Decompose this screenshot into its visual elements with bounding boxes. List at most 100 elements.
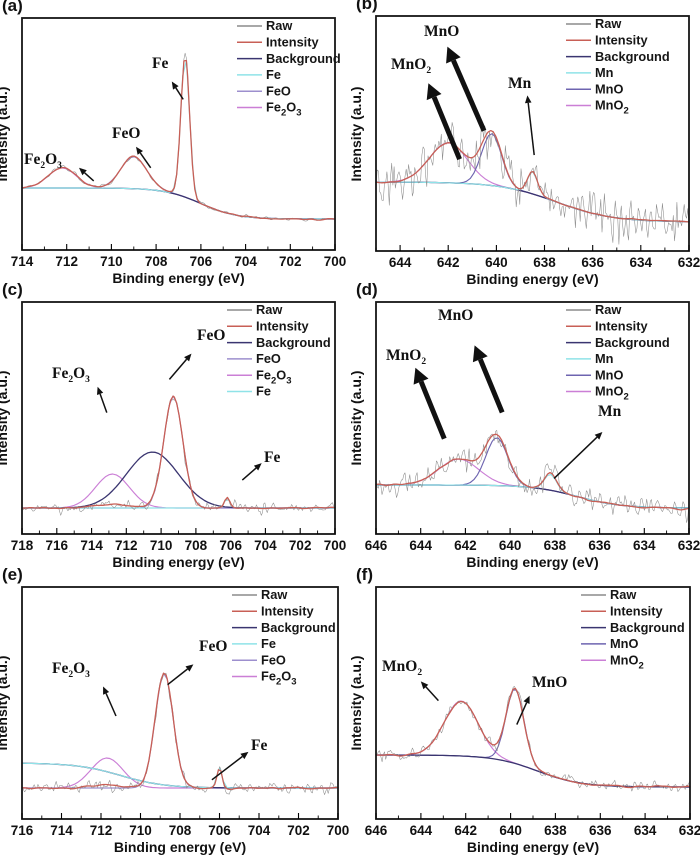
svg-text:636: 636 — [588, 538, 611, 553]
svg-text:Raw: Raw — [595, 302, 621, 317]
svg-text:704: 704 — [248, 823, 271, 838]
svg-text:MnO2: MnO2 — [595, 384, 629, 403]
svg-text:Fe: Fe — [261, 636, 276, 651]
svg-text:710: 710 — [100, 254, 123, 269]
svg-text:Raw: Raw — [610, 587, 636, 602]
svg-text:FeO: FeO — [199, 638, 227, 655]
svg-text:716: 716 — [46, 538, 69, 553]
svg-text:FeO: FeO — [112, 125, 140, 142]
svg-text:Fe: Fe — [266, 67, 281, 82]
svg-text:Raw: Raw — [266, 18, 292, 33]
svg-text:634: 634 — [630, 255, 653, 270]
svg-text:Raw: Raw — [256, 302, 282, 317]
svg-text:FeO: FeO — [197, 327, 225, 344]
svg-text:Background: Background — [595, 49, 670, 64]
svg-text:Mn: Mn — [595, 351, 614, 366]
svg-text:Fe: Fe — [152, 55, 168, 72]
svg-text:700: 700 — [324, 254, 347, 269]
svg-text:Raw: Raw — [595, 16, 621, 31]
svg-text:Background: Background — [610, 620, 685, 635]
svg-text:644: 644 — [409, 538, 432, 553]
svg-text:636: 636 — [581, 255, 604, 270]
svg-text:710: 710 — [129, 823, 152, 838]
svg-text:634: 634 — [634, 823, 657, 838]
svg-text:708: 708 — [185, 538, 208, 553]
svg-text:Mn: Mn — [508, 75, 532, 92]
svg-text:642: 642 — [437, 255, 460, 270]
svg-text:702: 702 — [289, 538, 312, 553]
svg-text:646: 646 — [365, 538, 388, 553]
svg-text:700: 700 — [324, 538, 347, 553]
svg-text:MnO: MnO — [595, 81, 623, 96]
svg-text:MnO: MnO — [424, 23, 459, 40]
svg-text:716: 716 — [11, 823, 34, 838]
svg-text:638: 638 — [544, 538, 567, 553]
svg-text:708: 708 — [145, 254, 168, 269]
svg-text:714: 714 — [50, 823, 73, 838]
svg-text:642: 642 — [454, 538, 477, 553]
svg-text:718: 718 — [11, 538, 34, 553]
svg-text:632: 632 — [679, 823, 700, 838]
svg-text:Fe: Fe — [256, 384, 271, 399]
svg-text:Raw: Raw — [261, 587, 287, 602]
svg-text:Background: Background — [261, 620, 336, 635]
svg-text:Mn: Mn — [598, 403, 622, 420]
svg-text:Fe2O3: Fe2O3 — [52, 365, 90, 385]
svg-text:MnO2: MnO2 — [386, 347, 426, 367]
svg-text:Fe2O3: Fe2O3 — [266, 100, 302, 119]
svg-text:MnO: MnO — [595, 367, 623, 382]
svg-text:640: 640 — [499, 823, 522, 838]
svg-text:Fe2O3: Fe2O3 — [52, 660, 90, 680]
svg-text:MnO2: MnO2 — [391, 56, 431, 76]
svg-text:702: 702 — [287, 823, 310, 838]
svg-text:FeO: FeO — [261, 652, 286, 667]
svg-text:714: 714 — [80, 538, 103, 553]
svg-text:644: 644 — [410, 823, 433, 838]
svg-text:MnO: MnO — [610, 636, 638, 651]
svg-text:712: 712 — [90, 823, 113, 838]
svg-text:704: 704 — [234, 254, 257, 269]
svg-text:638: 638 — [544, 823, 567, 838]
svg-text:712: 712 — [55, 254, 78, 269]
svg-text:712: 712 — [115, 538, 138, 553]
svg-text:706: 706 — [190, 254, 213, 269]
svg-text:Intensity: Intensity — [261, 604, 315, 619]
svg-text:700: 700 — [327, 823, 350, 838]
svg-text:644: 644 — [389, 255, 412, 270]
svg-text:634: 634 — [633, 538, 656, 553]
svg-text:MnO2: MnO2 — [595, 98, 629, 117]
svg-text:710: 710 — [150, 538, 173, 553]
svg-text:FeO: FeO — [266, 83, 291, 98]
svg-text:MnO: MnO — [438, 307, 473, 324]
svg-text:632: 632 — [678, 255, 700, 270]
svg-text:706: 706 — [219, 538, 242, 553]
svg-text:632: 632 — [678, 538, 700, 553]
svg-text:640: 640 — [485, 255, 508, 270]
svg-text:MnO2: MnO2 — [382, 658, 422, 678]
svg-text:704: 704 — [254, 538, 277, 553]
svg-text:Fe: Fe — [264, 449, 280, 466]
svg-text:646: 646 — [365, 823, 388, 838]
svg-text:706: 706 — [208, 823, 231, 838]
svg-text:FeO: FeO — [256, 351, 281, 366]
svg-text:Intensity: Intensity — [595, 33, 649, 48]
svg-text:Fe: Fe — [251, 737, 267, 754]
svg-text:636: 636 — [589, 823, 612, 838]
svg-text:Background: Background — [266, 51, 341, 66]
svg-text:Mn: Mn — [595, 65, 614, 80]
svg-text:Intensity: Intensity — [610, 604, 664, 619]
svg-text:MnO2: MnO2 — [610, 652, 644, 671]
svg-text:Fe2O3: Fe2O3 — [261, 669, 297, 688]
svg-text:Intensity: Intensity — [595, 319, 649, 334]
svg-text:Fe2O3: Fe2O3 — [24, 151, 62, 171]
svg-text:Background: Background — [256, 335, 331, 350]
svg-text:640: 640 — [499, 538, 522, 553]
svg-text:702: 702 — [279, 254, 302, 269]
svg-text:642: 642 — [454, 823, 477, 838]
svg-text:708: 708 — [169, 823, 192, 838]
svg-text:Intensity: Intensity — [256, 319, 310, 334]
svg-text:714: 714 — [11, 254, 34, 269]
svg-text:638: 638 — [533, 255, 556, 270]
svg-text:Background: Background — [595, 335, 670, 350]
svg-text:MnO: MnO — [532, 674, 567, 691]
